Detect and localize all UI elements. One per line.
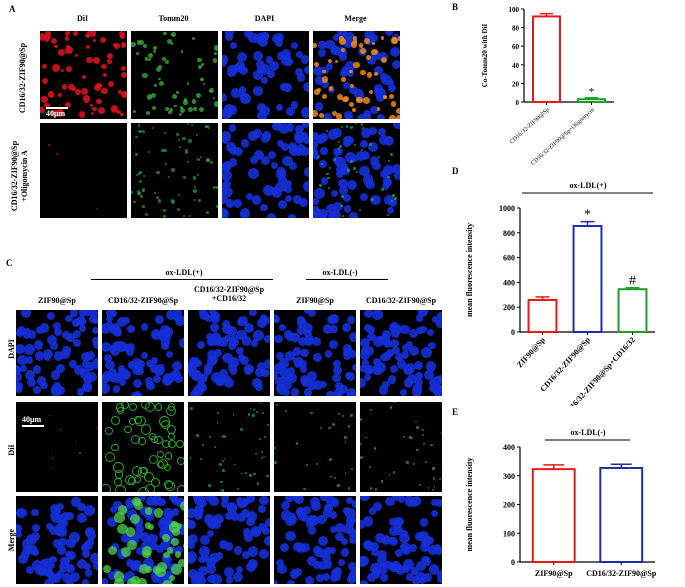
panel-c-label: C [6, 258, 13, 268]
panel-c-group-neg-label: ox-LDL(-) [322, 268, 358, 277]
chart-d-ytick-label-4: 800 [503, 229, 515, 238]
micrograph-c-merge-4 [274, 496, 356, 584]
chart-e-category-label-0: ZIF90@Sp [535, 569, 573, 578]
micrograph-c-dii-5 [360, 402, 442, 492]
chart-d-ytick-label-5: 1000 [499, 204, 515, 213]
chart-e-ytick-label-0: 0 [511, 558, 515, 567]
chart-d: 0 200 400 600 800 1000 mean fluorescence inten… [465, 181, 655, 406]
micrograph-a-dapi-1 [222, 31, 309, 119]
micrograph-c-dii-1 [16, 402, 98, 492]
chart-e-group-label: ox-LDL(-) [570, 428, 605, 437]
micrograph-c-dapi-5 [360, 310, 442, 396]
micrograph-c-dapi-1 [16, 310, 98, 396]
micrograph-a-dapi-2 [222, 123, 309, 218]
panel-c-col-1: ZIF90@Sp [38, 296, 76, 305]
chart-d-annotation-1: * [584, 208, 591, 223]
chart-e-ytick-label-2: 200 [503, 501, 515, 510]
chart-b-ytick-label-5: 100 [509, 6, 520, 14]
panel-c-col-3: CD16/32-ZIF90@Sp +CD16/32 [193, 285, 265, 303]
micrograph-c-dii-3 [188, 402, 270, 492]
panel-c-col-2: CD16/32-ZIF90@Sp [107, 296, 179, 305]
chart-b-annotation-1: * [589, 86, 595, 98]
chart-d-ytick-label-0: 0 [511, 328, 515, 337]
chart-b-ytick-label-3: 60 [512, 43, 520, 51]
micrograph-c-dapi-2 [102, 310, 184, 396]
chart-b: 0 20 40 60 80 100 Co-Tomm20 with DiI CD16/32-ZI… [481, 6, 614, 167]
panel-a-row-1-label: CD16/32-ZIF90@Sp [18, 42, 27, 114]
panel-b-label: B [452, 2, 459, 12]
chart-e-ytick-label-3: 300 [503, 472, 515, 481]
chart-b-ytick-label-4: 80 [512, 25, 520, 33]
panel-a-col-dapi: DAPI [254, 14, 275, 23]
micrograph-c-dapi-4 [274, 310, 356, 396]
chart-e-bar-1 [599, 466, 644, 563]
micrograph-c-dii-2 [102, 402, 184, 492]
chart-d-ytick-label-2: 400 [503, 278, 515, 287]
chart-b-ytick-label-1: 20 [512, 80, 520, 88]
panel-c-group-pos-label: ox-LDL(+) [165, 268, 203, 277]
panel-a-col-merge: Merge [344, 14, 367, 23]
panel-c-group-pos-line [91, 279, 273, 280]
chart-d-category-label-2: CD16/32-ZIF90@Sp+CD16/32 [560, 335, 637, 406]
micrograph-a-tomm20-1 [131, 31, 218, 119]
chart-e-ytick-label-1: 100 [503, 529, 515, 538]
chart-d-bar-1 [572, 224, 603, 333]
chart-d-category-label-0: ZIF90@Sp [515, 335, 547, 369]
chart-b-bar-1 [577, 98, 606, 103]
panel-d-label: D [452, 166, 459, 176]
panel-c-col-4: ZIF90@Sp [296, 296, 334, 305]
chart-d-y-label: mean fluorescence intensity [465, 223, 474, 317]
panel-c-group-neg-line [306, 279, 388, 280]
chart-d-bar-0 [527, 299, 558, 334]
panel-a-col-dii: DiI [76, 14, 89, 23]
micrograph-a-dii-1 [40, 31, 127, 119]
micrograph-c-dapi-3 [188, 310, 270, 396]
panel-e-label: E [452, 407, 459, 417]
panel-a-row-2-label: CD16/32-ZIF90@Sp +Oligomycin A [10, 140, 29, 212]
micrograph-c-merge-1 [16, 496, 98, 584]
chart-d-ytick-label-1: 200 [503, 303, 515, 312]
panel-a-col-tomm20: Tomm20 [158, 14, 189, 23]
micrograph-c-merge-3 [188, 496, 270, 584]
chart-b-y-label: Co-Tomm20 with DiI [481, 23, 489, 87]
chart-d-ytick-label-3: 600 [503, 254, 515, 263]
panel-a-label: A [9, 4, 16, 14]
chart-b-category-label-0: CD16/32-ZIF90@Sp [509, 107, 551, 146]
chart-b-bar-0 [532, 15, 561, 103]
chart-d-group-label: ox-LDL(+) [570, 181, 607, 190]
micrograph-c-merge-2 [102, 496, 184, 584]
chart-e-y-label: mean fluorescence intensity [465, 457, 474, 551]
chart-d-bar-2 [617, 288, 648, 333]
chart-e: 0 100 200 300 400 mean fluorescence intensity… [465, 428, 657, 578]
chart-d-annotation-2: # [629, 274, 636, 289]
panel-c-col-5: CD16/32-ZIF90@Sp [365, 296, 437, 305]
chart-e-ytick-label-4: 400 [503, 443, 515, 452]
micrograph-a-dii-2 [40, 123, 127, 218]
micrograph-a-merge-2 [313, 123, 400, 218]
micrograph-c-dii-4 [274, 402, 356, 492]
chart-e-bar-0 [531, 468, 576, 564]
chart-b-ytick-label-0: 0 [516, 99, 520, 107]
micrograph-a-merge-1 [313, 31, 400, 119]
chart-d-category-label-1: CD16/32-ZIF90@Sp [538, 335, 592, 394]
micrograph-c-merge-5 [360, 496, 442, 584]
micrograph-a-tomm20-2 [131, 123, 218, 218]
chart-e-category-label-1: CD16/32-ZIF90@Sp [586, 569, 657, 578]
chart-b-ytick-label-2: 40 [512, 62, 520, 70]
